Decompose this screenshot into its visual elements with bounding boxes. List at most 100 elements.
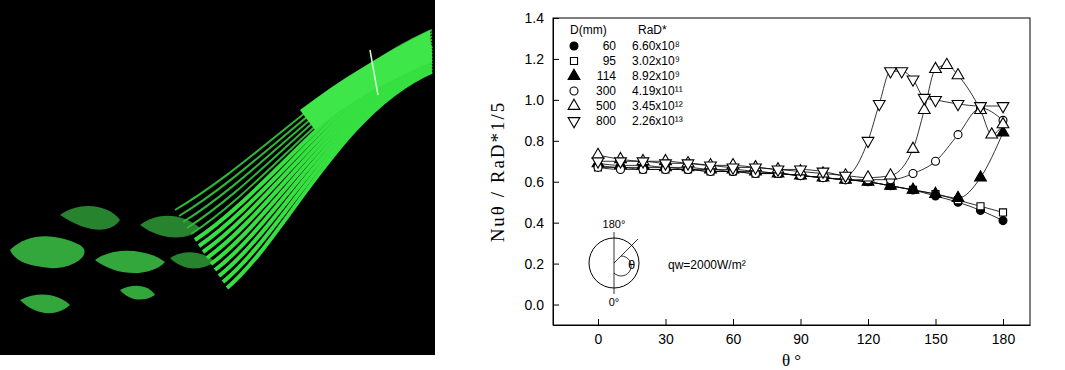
data-point bbox=[930, 187, 942, 197]
data-point bbox=[975, 171, 987, 181]
data-point bbox=[795, 166, 807, 176]
series-line bbox=[598, 71, 1003, 175]
data-point bbox=[932, 157, 940, 165]
legend-header: RaD* bbox=[638, 23, 667, 37]
y-tick-mark bbox=[553, 100, 559, 101]
x-tick: 60 bbox=[726, 319, 742, 347]
series-line bbox=[598, 165, 1003, 220]
y-tick-label: 1.4 bbox=[525, 10, 545, 26]
x-tick-mark bbox=[666, 319, 667, 325]
data-point bbox=[997, 118, 1009, 128]
legend-label: 300 bbox=[596, 84, 616, 98]
legend-marker bbox=[570, 87, 578, 95]
data-point bbox=[952, 101, 964, 111]
y-tick: 0.2 bbox=[525, 256, 559, 272]
data-point bbox=[862, 171, 874, 181]
x-tick-mark bbox=[1003, 319, 1004, 325]
legend-marker bbox=[570, 57, 577, 64]
dye-blob bbox=[20, 295, 70, 314]
dye-band bbox=[300, 30, 432, 130]
y-tick-mark bbox=[553, 182, 559, 183]
data-point bbox=[907, 183, 919, 193]
legend-ra: 3.45x10¹² bbox=[632, 99, 683, 113]
x-tick: 180 bbox=[992, 319, 1016, 347]
data-point bbox=[682, 160, 694, 170]
data-point bbox=[941, 58, 953, 68]
legend-ra: 2.26x10¹³ bbox=[632, 114, 683, 128]
data-point bbox=[907, 142, 919, 152]
dye-blob bbox=[120, 286, 155, 300]
legend-label: 60 bbox=[603, 39, 617, 53]
y-tick-mark bbox=[553, 59, 559, 60]
x-tick-mark bbox=[598, 319, 599, 325]
y-axis-line bbox=[553, 19, 554, 326]
y-tick-mark bbox=[553, 305, 559, 306]
data-point bbox=[954, 131, 962, 139]
data-point bbox=[592, 148, 604, 158]
photo-background bbox=[0, 0, 435, 355]
data-point bbox=[977, 203, 984, 210]
x-axis: 0 30 60 90 120 150 180 bbox=[554, 319, 1031, 347]
data-point bbox=[840, 172, 852, 182]
legend-marker bbox=[568, 69, 580, 79]
data-point bbox=[918, 94, 930, 104]
y-tick-mark bbox=[553, 141, 559, 142]
dye-blob bbox=[140, 216, 200, 238]
y-tick-mark bbox=[553, 223, 559, 224]
dye-blob bbox=[60, 206, 120, 230]
data-point bbox=[986, 128, 998, 138]
x-tick-label: 120 bbox=[857, 331, 881, 347]
dye-blob bbox=[10, 236, 85, 268]
y-tick-label: 1.2 bbox=[525, 51, 545, 67]
data-point bbox=[705, 162, 717, 172]
y-tick-label: 1.0 bbox=[525, 92, 545, 108]
legend-label: 800 bbox=[596, 114, 616, 128]
legend-ra: 3.02x10⁹ bbox=[632, 54, 680, 68]
angle-diagram bbox=[589, 232, 639, 294]
data-point bbox=[885, 68, 897, 78]
y-tick: 0.0 bbox=[525, 297, 559, 313]
legend: D(mm)RaD*606.60x10⁸953.02x10⁹1148.92x10⁹… bbox=[568, 23, 683, 128]
series-line bbox=[598, 65, 1003, 178]
legend-label: 95 bbox=[603, 54, 617, 68]
data-point bbox=[907, 76, 919, 86]
x-axis-line bbox=[554, 325, 1031, 326]
x-tick-label: 60 bbox=[726, 331, 742, 347]
data-point bbox=[896, 68, 908, 78]
data-point bbox=[952, 69, 964, 79]
data-point bbox=[975, 103, 987, 113]
x-tick: 0 bbox=[595, 319, 603, 347]
legend-ra: 6.60x10⁸ bbox=[632, 39, 680, 53]
legend-marker bbox=[568, 99, 580, 109]
flow-photo bbox=[0, 0, 435, 355]
y-tick: 0.6 bbox=[525, 174, 559, 190]
x-tick-label: 30 bbox=[658, 331, 674, 347]
data-point bbox=[930, 62, 942, 72]
y-axis: 0.00.20.40.60.81.01.21.4 bbox=[525, 10, 559, 326]
y-tick: 0.8 bbox=[525, 133, 559, 149]
x-tick-mark bbox=[936, 319, 937, 325]
x-tick: 90 bbox=[793, 319, 809, 347]
x-tick-label: 90 bbox=[793, 331, 809, 347]
data-point bbox=[997, 103, 1009, 113]
legend-label: 500 bbox=[596, 99, 616, 113]
legend-marker bbox=[568, 118, 580, 128]
annotation: 180° bbox=[603, 218, 626, 230]
data-point bbox=[930, 96, 942, 106]
data-point bbox=[592, 158, 604, 168]
data-point bbox=[660, 160, 672, 170]
data-point bbox=[637, 158, 649, 168]
y-tick-mark bbox=[553, 264, 559, 265]
data-point bbox=[885, 169, 897, 179]
x-tick: 150 bbox=[924, 319, 948, 347]
data-point bbox=[817, 168, 829, 178]
dye-blob bbox=[95, 251, 165, 273]
plot-frame bbox=[553, 18, 1030, 325]
data-point bbox=[975, 103, 987, 113]
x-tick-label: 0 bbox=[595, 331, 603, 347]
data-point bbox=[772, 166, 784, 176]
x-tick-mark bbox=[868, 319, 869, 325]
legend-ra: 8.92x10⁹ bbox=[632, 69, 680, 83]
x-tick-mark bbox=[733, 319, 734, 325]
plot-area bbox=[592, 58, 1009, 224]
